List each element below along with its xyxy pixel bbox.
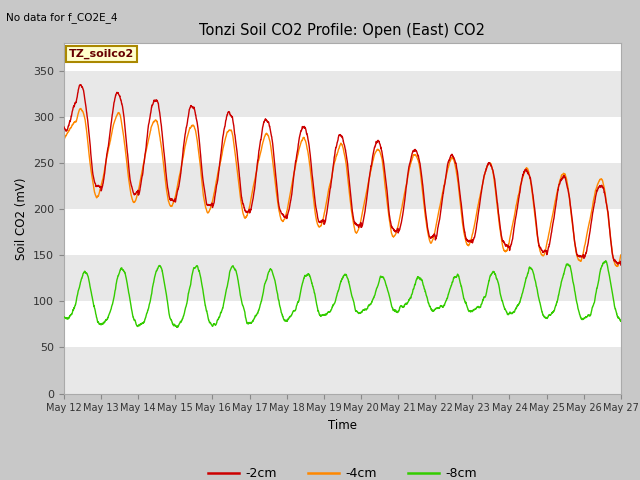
Bar (64, 43, 621, 71)
Legend: -2cm, -4cm, -8cm: -2cm, -4cm, -8cm (203, 462, 482, 480)
Title: Tonzi Soil CO2 Profile: Open (East) CO2: Tonzi Soil CO2 Profile: Open (East) CO2 (200, 23, 485, 38)
Y-axis label: Soil CO2 (mV): Soil CO2 (mV) (15, 177, 28, 260)
Text: No data for f_CO2E_4: No data for f_CO2E_4 (6, 12, 118, 23)
Text: TZ_soilco2: TZ_soilco2 (68, 49, 134, 59)
Bar (64, 209, 621, 255)
X-axis label: Time: Time (328, 419, 357, 432)
Bar (64, 117, 621, 163)
Bar (64, 301, 621, 348)
